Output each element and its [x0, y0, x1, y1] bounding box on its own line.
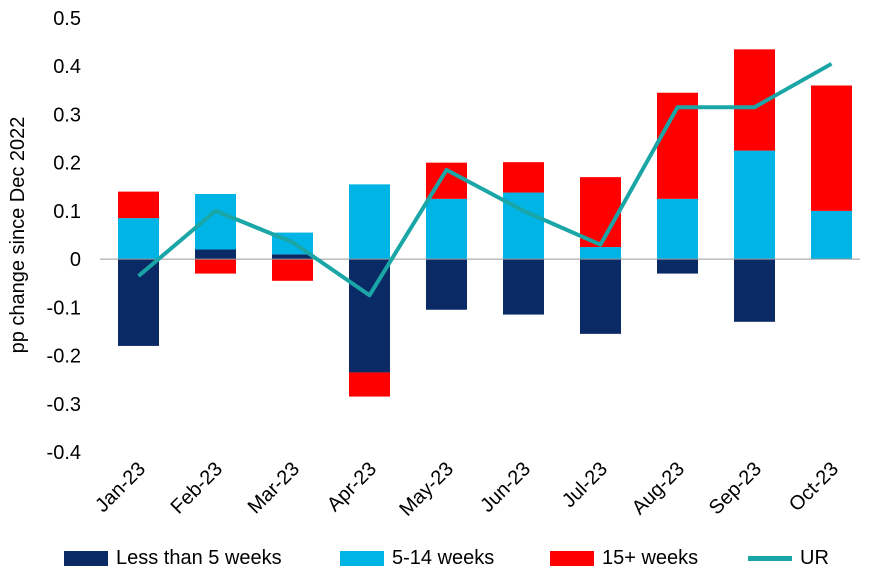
bar-15-weeks-jan-23 — [118, 191, 159, 219]
y-tick-label: -0.2 — [47, 346, 81, 368]
bar-15-weeks-apr-23 — [349, 372, 390, 397]
bar-less-than-5-weeks-apr-23 — [349, 259, 390, 373]
legend: Less than 5 weeks 5-14 weeks 15+ weeks U… — [0, 542, 876, 574]
legend-item-ur: UR — [748, 542, 829, 574]
x-tick-label: Feb-23 — [167, 458, 227, 518]
chart: 0.5 0.4 0.3 0.2 0.1 0 -0.1 -0.2 -0.3 -0.4 Jan-23 F… — [7, 8, 860, 521]
y-tick-label: 0 — [70, 249, 81, 271]
y-tick-label: 0.1 — [53, 201, 81, 223]
y-tick-label: -0.1 — [47, 297, 81, 319]
y-tick-label: -0.4 — [47, 442, 81, 464]
bar-15-weeks-jul-23 — [580, 177, 621, 248]
x-axis-ticks: Jan-23 Feb-23 Mar-23 Apr-23 May-23 Jun-23 Jul-… — [91, 458, 843, 521]
legend-item-less-than-5-weeks: Less than 5 weeks — [64, 542, 282, 574]
bar-5-14-weeks-jul-23 — [580, 247, 621, 260]
legend-label: 15+ weeks — [602, 546, 699, 569]
bar-15-weeks-feb-23 — [195, 259, 236, 274]
bar-15-weeks-jun-23 — [503, 162, 544, 193]
x-tick-label: Jun-23 — [476, 458, 535, 517]
bar-less-than-5-weeks-jul-23 — [580, 259, 621, 334]
bar-less-than-5-weeks-may-23 — [426, 259, 467, 310]
bar-less-than-5-weeks-aug-23 — [657, 259, 698, 274]
legend-item-15-plus-weeks: 15+ weeks — [550, 542, 698, 574]
x-tick-label: Jan-23 — [91, 458, 150, 517]
bar-less-than-5-weeks-feb-23 — [195, 249, 236, 260]
legend-swatch — [748, 555, 792, 561]
bar-less-than-5-weeks-jun-23 — [503, 259, 544, 315]
legend-swatch — [64, 550, 108, 566]
bar-5-14-weeks-sep-23 — [734, 150, 775, 260]
y-axis-ticks: 0.5 0.4 0.3 0.2 0.1 0 -0.1 -0.2 -0.3 -0.4 — [47, 8, 81, 464]
x-tick-label: Mar-23 — [244, 458, 304, 518]
bar-5-14-weeks-oct-23 — [811, 210, 852, 260]
bar-5-14-weeks-aug-23 — [657, 198, 698, 260]
bar-less-than-5-weeks-mar-23 — [272, 254, 313, 260]
bars — [118, 49, 852, 397]
y-tick-label: 0.3 — [53, 104, 81, 126]
bar-15-weeks-oct-23 — [811, 85, 852, 211]
y-tick-label: 0.2 — [53, 153, 81, 175]
y-tick-label: 0.4 — [53, 56, 81, 78]
x-tick-label: Oct-23 — [785, 458, 843, 516]
ur-line — [137, 62, 833, 298]
y-axis-label: pp change since Dec 2022 — [7, 117, 29, 354]
bar-less-than-5-weeks-sep-23 — [734, 259, 775, 322]
bar-5-14-weeks-apr-23 — [349, 184, 390, 260]
bar-5-14-weeks-may-23 — [426, 198, 467, 260]
legend-label: UR — [800, 546, 829, 569]
x-tick-label: May-23 — [395, 458, 458, 521]
y-tick-label: 0.5 — [53, 8, 81, 30]
legend-swatch — [550, 550, 594, 566]
bar-5-14-weeks-jan-23 — [118, 218, 159, 260]
legend-label: 5-14 weeks — [392, 546, 495, 569]
x-tick-label: Apr-23 — [323, 458, 381, 516]
x-tick-label: Sep-23 — [705, 458, 766, 519]
x-tick-label: Aug-23 — [628, 458, 689, 519]
bar-less-than-5-weeks-jan-23 — [118, 259, 159, 346]
bar-15-weeks-mar-23 — [272, 259, 313, 281]
y-tick-label: -0.3 — [47, 394, 81, 416]
legend-item-5-14-weeks: 5-14 weeks — [340, 542, 494, 574]
legend-swatch — [340, 550, 384, 566]
legend-label: Less than 5 weeks — [116, 546, 282, 569]
x-tick-label: Jul-23 — [558, 458, 612, 512]
